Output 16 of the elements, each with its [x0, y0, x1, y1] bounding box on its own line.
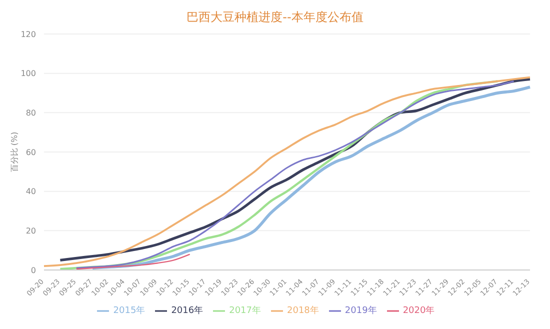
- line-series: [76, 254, 190, 270]
- y-tick-label: 120: [20, 30, 36, 39]
- y-tick-label: 60: [26, 148, 36, 157]
- legend-label: 2018年: [287, 306, 319, 316]
- legend-label: 2019年: [344, 306, 377, 316]
- y-tick-label: 20: [26, 226, 36, 236]
- legend-label: 2015年: [113, 306, 146, 316]
- chart-title: 巴西大豆种植进度--本年度公布值: [186, 9, 364, 26]
- y-tick-label: 40: [26, 187, 36, 196]
- y-axis-title: 百分比 (%): [10, 132, 19, 172]
- legend-label: 2017年: [229, 306, 261, 316]
- y-tick-label: 80: [26, 108, 36, 118]
- y-tick-label: 100: [20, 69, 36, 78]
- y-tick-label: 0: [30, 266, 36, 275]
- legend-label: 2016年: [171, 306, 204, 316]
- legend-label: 2020年: [402, 306, 435, 316]
